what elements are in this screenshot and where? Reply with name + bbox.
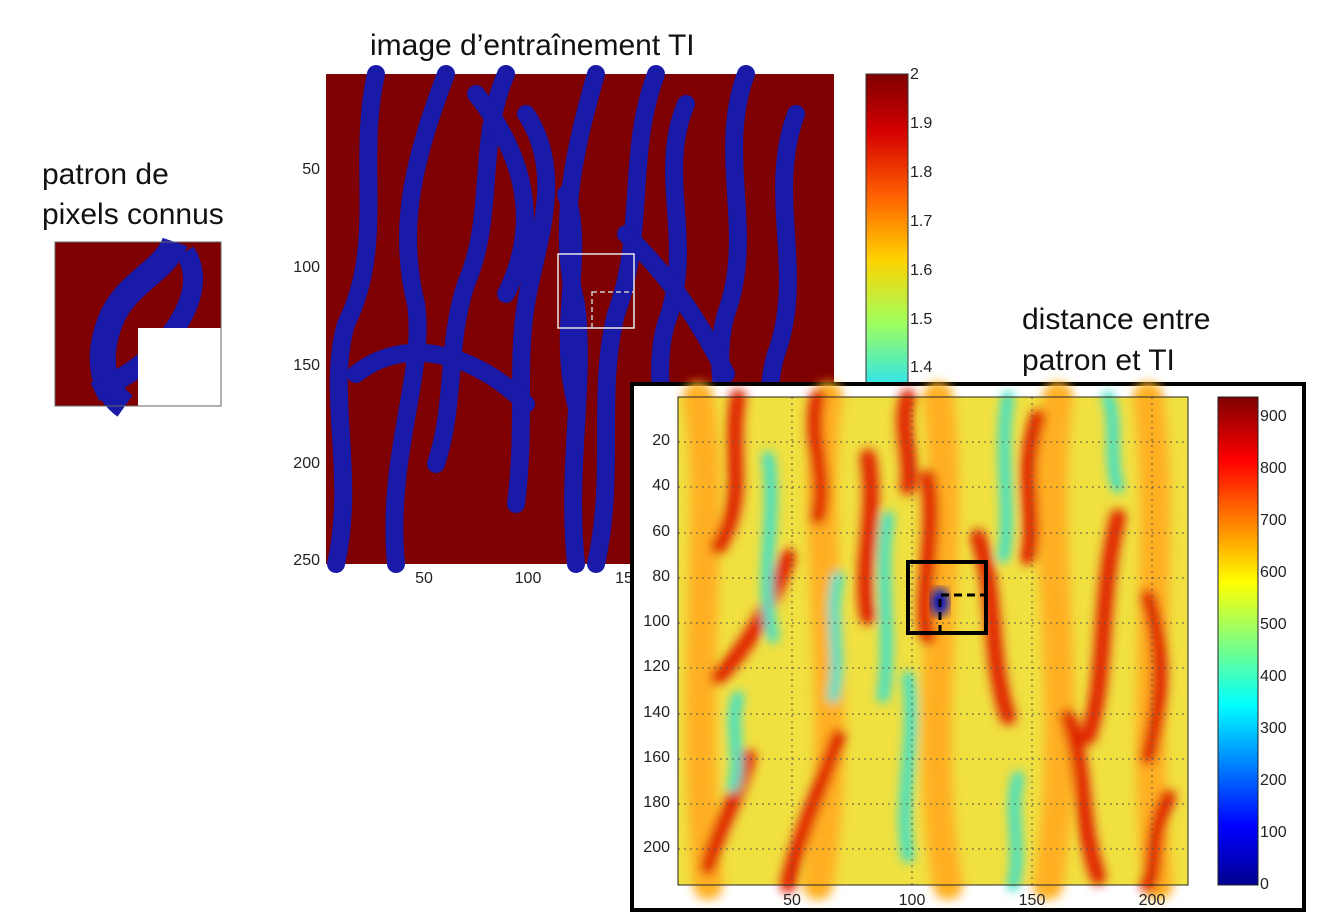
ti-y-tick: 150 — [293, 357, 320, 374]
ti-x-tick: 15 — [615, 570, 633, 587]
distance-y-tick: 80 — [652, 568, 670, 585]
distance-y-tick: 180 — [643, 794, 670, 811]
pattern-label-line2: pixels connus — [42, 198, 224, 231]
ti-channel — [347, 343, 535, 413]
ti-y-tick: 100 — [293, 259, 320, 276]
distance-colorbar — [1217, 396, 1259, 886]
ti-channel — [467, 85, 534, 303]
ti-channel — [557, 185, 585, 413]
ti-pattern-unknown-window — [591, 291, 635, 329]
distance-x-tick: 200 — [1138, 892, 1166, 909]
ti-y-tick: 200 — [293, 455, 320, 472]
distance-label-line1: distance entre — [1022, 303, 1211, 336]
distance-y-tick: 100 — [643, 613, 670, 630]
distance-x-tick: 150 — [1018, 892, 1046, 909]
ti-cb-tick: 2 — [910, 66, 919, 83]
ti-channel — [587, 65, 665, 573]
distance-best-match-window — [906, 560, 988, 635]
ti-y-tick: 50 — [302, 161, 320, 178]
distance-y-tick: 200 — [643, 839, 670, 856]
ti-x-tick: 100 — [514, 570, 542, 587]
training-image-plot — [326, 65, 834, 573]
distance-cb-tick: 500 — [1260, 616, 1287, 633]
distance-cb-tick: 200 — [1260, 772, 1287, 789]
distance-x-tick: 100 — [898, 892, 926, 909]
distance-cb-tick: 300 — [1260, 720, 1287, 737]
ti-cb-tick: 1.7 — [910, 213, 933, 230]
ti-cb-tick: 1.9 — [910, 115, 933, 132]
ti-cb-tick: 1.5 — [910, 311, 933, 328]
training-image-title: image d’entraînement TI — [370, 29, 695, 62]
ti-y-tick: 250 — [293, 552, 320, 569]
ti-cb-tick: 1.8 — [910, 164, 933, 181]
pattern-unknown-region — [138, 328, 221, 406]
distance-cb-tick: 600 — [1260, 564, 1287, 581]
distance-cb-tick: 700 — [1260, 512, 1287, 529]
distance-y-tick: 20 — [652, 432, 670, 449]
pattern-label-line1: patron de — [42, 158, 169, 191]
distance-map-plot — [677, 382, 1189, 900]
distance-y-tick: 160 — [643, 749, 670, 766]
distance-cb-tick: 900 — [1260, 408, 1287, 425]
distance-cb-tick: 800 — [1260, 460, 1287, 477]
ti-channel — [507, 105, 556, 513]
ti-colorbar — [865, 73, 909, 395]
ti-x-tick: 50 — [415, 570, 433, 587]
distance-best-match-unknown — [938, 593, 986, 633]
distance-cb-tick: 400 — [1260, 668, 1287, 685]
distance-x-tick: 50 — [783, 892, 801, 909]
distance-cb-tick: 100 — [1260, 824, 1287, 841]
ti-channel — [427, 65, 515, 473]
ti-cb-tick: 1.6 — [910, 262, 933, 279]
ti-channel — [327, 65, 385, 573]
distance-y-tick: 60 — [652, 523, 670, 540]
distance-cb-tick: 0 — [1260, 876, 1269, 893]
distance-map-grid — [678, 397, 1188, 885]
ti-channel — [385, 65, 455, 573]
distance-y-tick: 120 — [643, 658, 670, 675]
distance-y-tick: 140 — [643, 704, 670, 721]
ti-channel — [617, 225, 735, 383]
ti-cb-tick: 1.4 — [910, 359, 933, 376]
distance-y-tick: 40 — [652, 477, 670, 494]
pattern-thumbnail — [54, 236, 222, 417]
distance-label-line2: patron et TI — [1022, 344, 1175, 377]
